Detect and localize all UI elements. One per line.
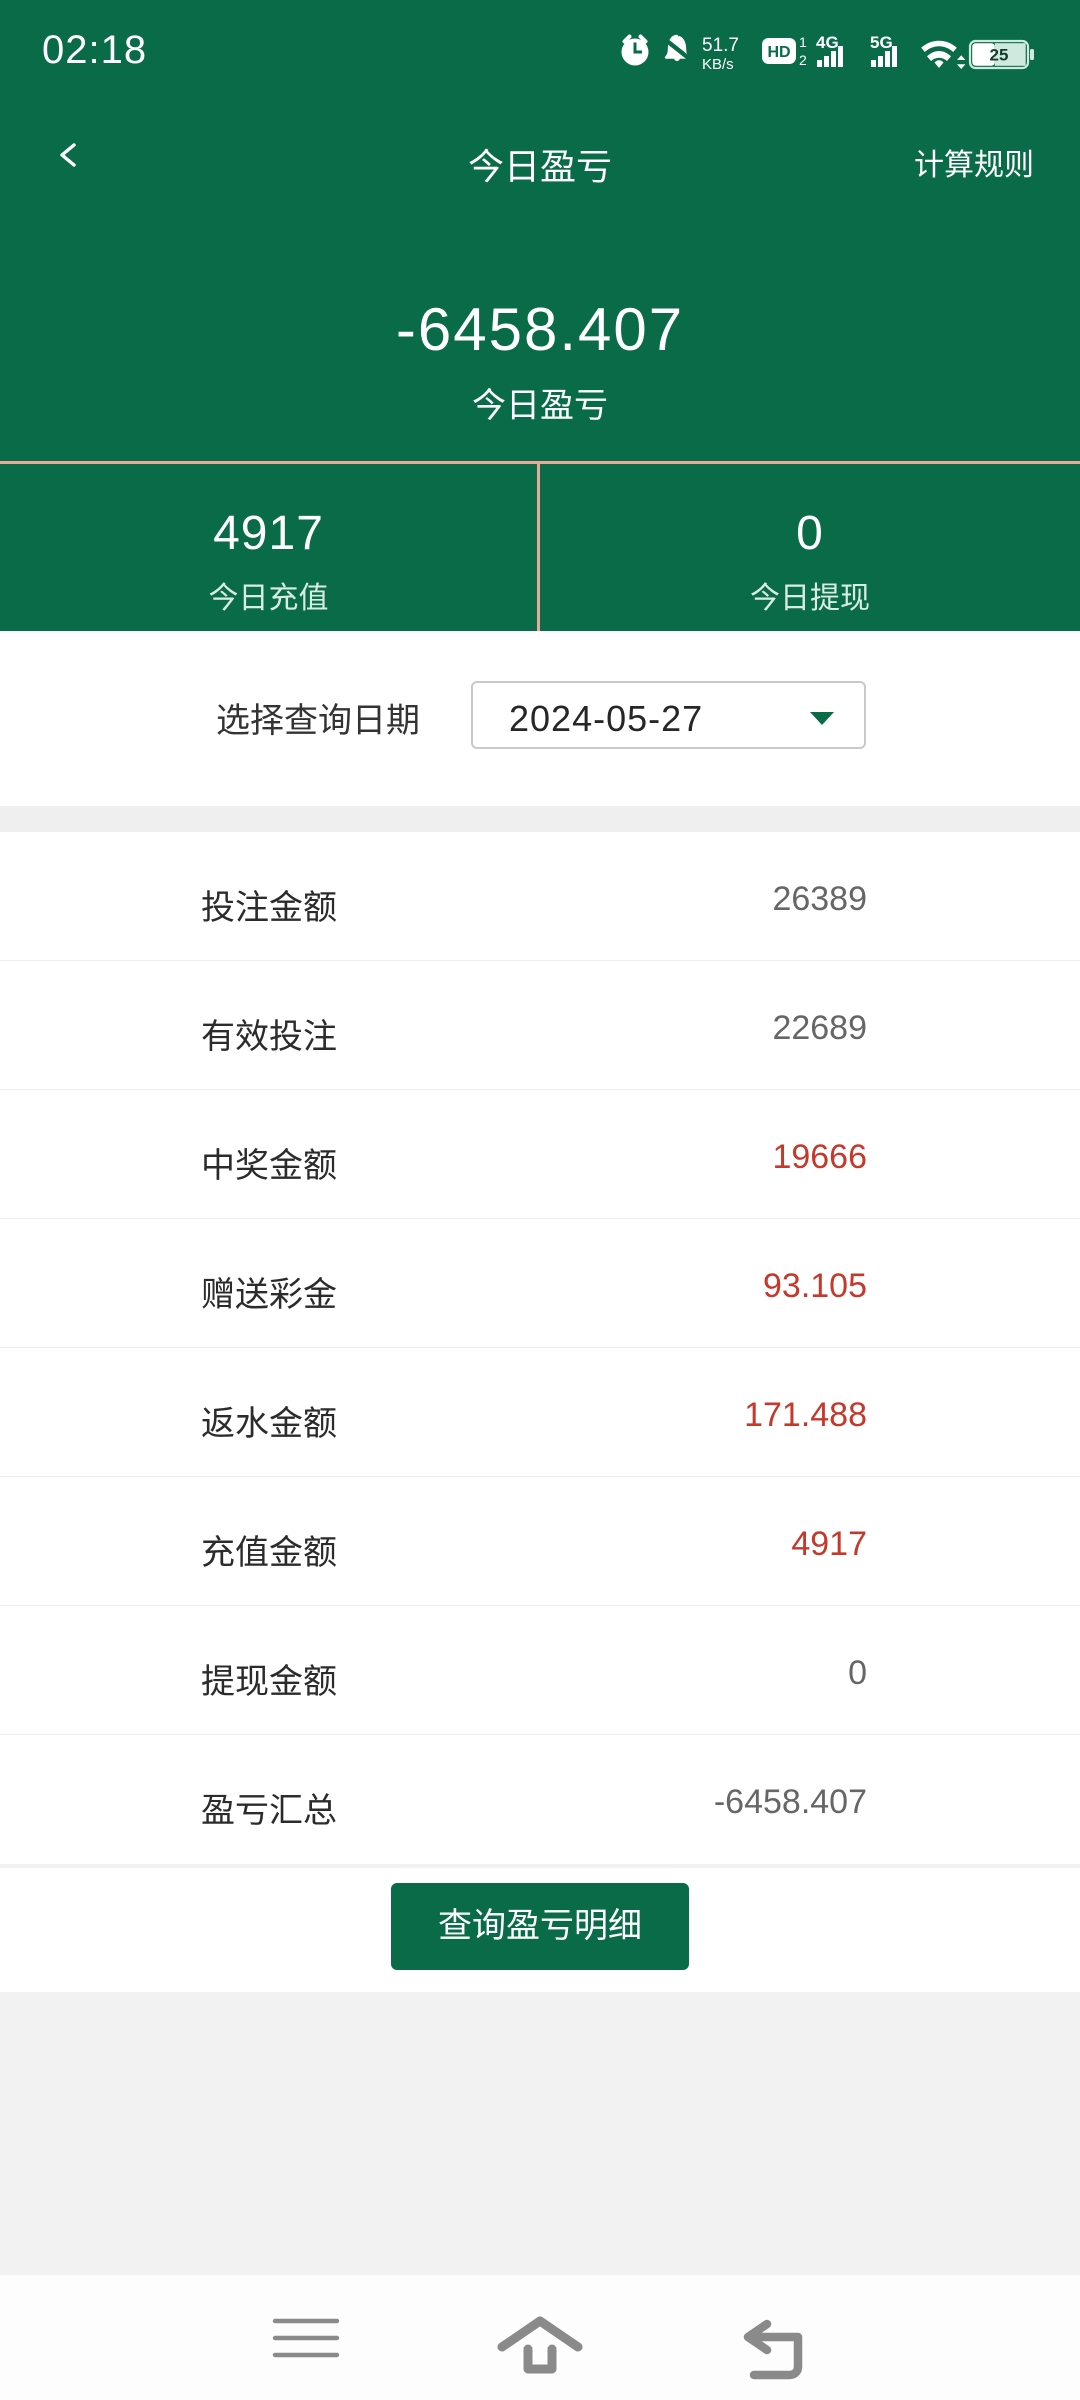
svg-text:HD: HD xyxy=(767,44,790,61)
svg-text:4G: 4G xyxy=(816,33,839,52)
svg-text:2: 2 xyxy=(799,52,807,68)
svg-text:KB/s: KB/s xyxy=(702,56,734,72)
svg-text:5G: 5G xyxy=(870,33,893,52)
svg-text:51.7: 51.7 xyxy=(702,35,739,56)
svg-text:1: 1 xyxy=(799,34,807,50)
svg-text:25: 25 xyxy=(990,46,1009,65)
